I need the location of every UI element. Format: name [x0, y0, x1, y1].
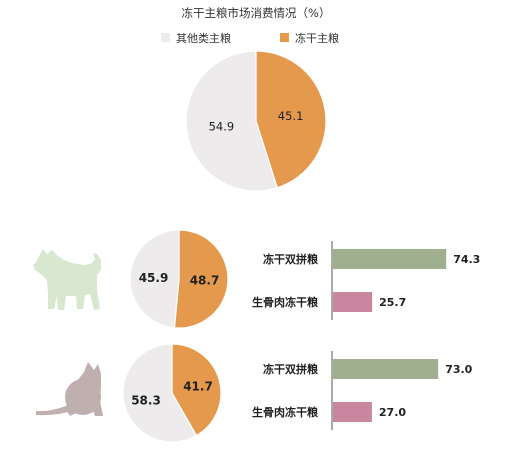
pie-label-freeze-dried: 41.7 — [183, 379, 213, 393]
pie-market: 45.1 54.9 — [185, 50, 327, 192]
bar — [333, 359, 439, 379]
pie-slice-freeze-dried — [255, 50, 327, 189]
bar-value-label: 73.0 — [445, 363, 472, 376]
bar-value-label: 27.0 — [379, 406, 406, 419]
pie-slice-freeze-dried — [171, 343, 222, 437]
legend-swatch-other — [161, 33, 170, 42]
bar-category-label: 生骨肉冻干粮 — [252, 405, 318, 419]
pie-label-freeze-dried: 45.1 — [278, 109, 304, 123]
bars-cat: 冻干双拼粮 73.0 生骨肉冻干粮 27.0 — [252, 351, 473, 430]
pie-label-other: 45.9 — [139, 271, 169, 285]
legend: 其他类主粮 冻干主粮 — [161, 31, 339, 45]
bar-value-label: 25.7 — [379, 296, 406, 309]
pie-dog: 48.7 45.9 — [129, 229, 229, 329]
pie-slice-other — [129, 229, 180, 329]
legend-swatch-freeze-dried — [280, 33, 289, 42]
pie-label-freeze-dried: 48.7 — [190, 274, 220, 288]
pie-label-other: 58.3 — [131, 393, 161, 407]
bars-dog: 冻干双拼粮 74.3 生骨肉冻干粮 25.7 — [252, 241, 480, 320]
pie-slice-other — [122, 343, 198, 443]
bar — [333, 249, 447, 269]
bar-category-label: 冻干双拼粮 — [263, 252, 318, 266]
bar — [333, 402, 372, 422]
dog-icon — [33, 249, 101, 310]
pie-slice-freeze-dried — [173, 229, 229, 329]
bar-value-label: 74.3 — [453, 253, 480, 266]
pie-label-other: 54.9 — [209, 120, 235, 134]
legend-label-other: 其他类主粮 — [176, 31, 231, 45]
legend-label-freeze-dried: 冻干主粮 — [295, 31, 339, 45]
pie-cat: 41.7 58.3 — [122, 343, 222, 443]
cat-icon — [36, 362, 103, 416]
bar-category-label: 冻干双拼粮 — [263, 362, 318, 376]
bar-category-label: 生骨肉冻干粮 — [252, 295, 318, 309]
bar — [333, 292, 373, 312]
chart-title: 冻干主粮市场消费情况（%） — [182, 6, 331, 20]
pie-slice-other — [185, 50, 278, 192]
